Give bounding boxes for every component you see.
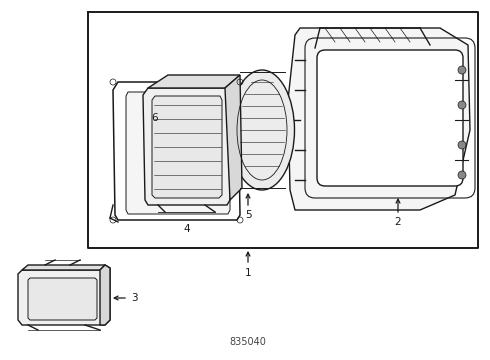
Polygon shape bbox=[126, 92, 230, 214]
Polygon shape bbox=[288, 28, 470, 210]
Polygon shape bbox=[28, 278, 97, 320]
Circle shape bbox=[458, 101, 466, 109]
Polygon shape bbox=[143, 88, 230, 205]
Polygon shape bbox=[152, 96, 222, 198]
Text: 6: 6 bbox=[152, 113, 158, 123]
Circle shape bbox=[458, 171, 466, 179]
Polygon shape bbox=[100, 265, 110, 325]
Text: 1: 1 bbox=[245, 268, 251, 278]
Text: 2: 2 bbox=[394, 217, 401, 227]
Polygon shape bbox=[22, 265, 105, 270]
Text: 5: 5 bbox=[245, 210, 251, 220]
Polygon shape bbox=[225, 75, 242, 200]
Text: 835040: 835040 bbox=[229, 337, 267, 347]
Text: 3: 3 bbox=[131, 293, 137, 303]
Ellipse shape bbox=[229, 70, 294, 190]
Polygon shape bbox=[18, 265, 110, 325]
Polygon shape bbox=[113, 82, 240, 220]
Polygon shape bbox=[148, 75, 240, 88]
FancyBboxPatch shape bbox=[317, 50, 463, 186]
Circle shape bbox=[458, 141, 466, 149]
Circle shape bbox=[458, 66, 466, 74]
Text: 4: 4 bbox=[184, 224, 190, 234]
